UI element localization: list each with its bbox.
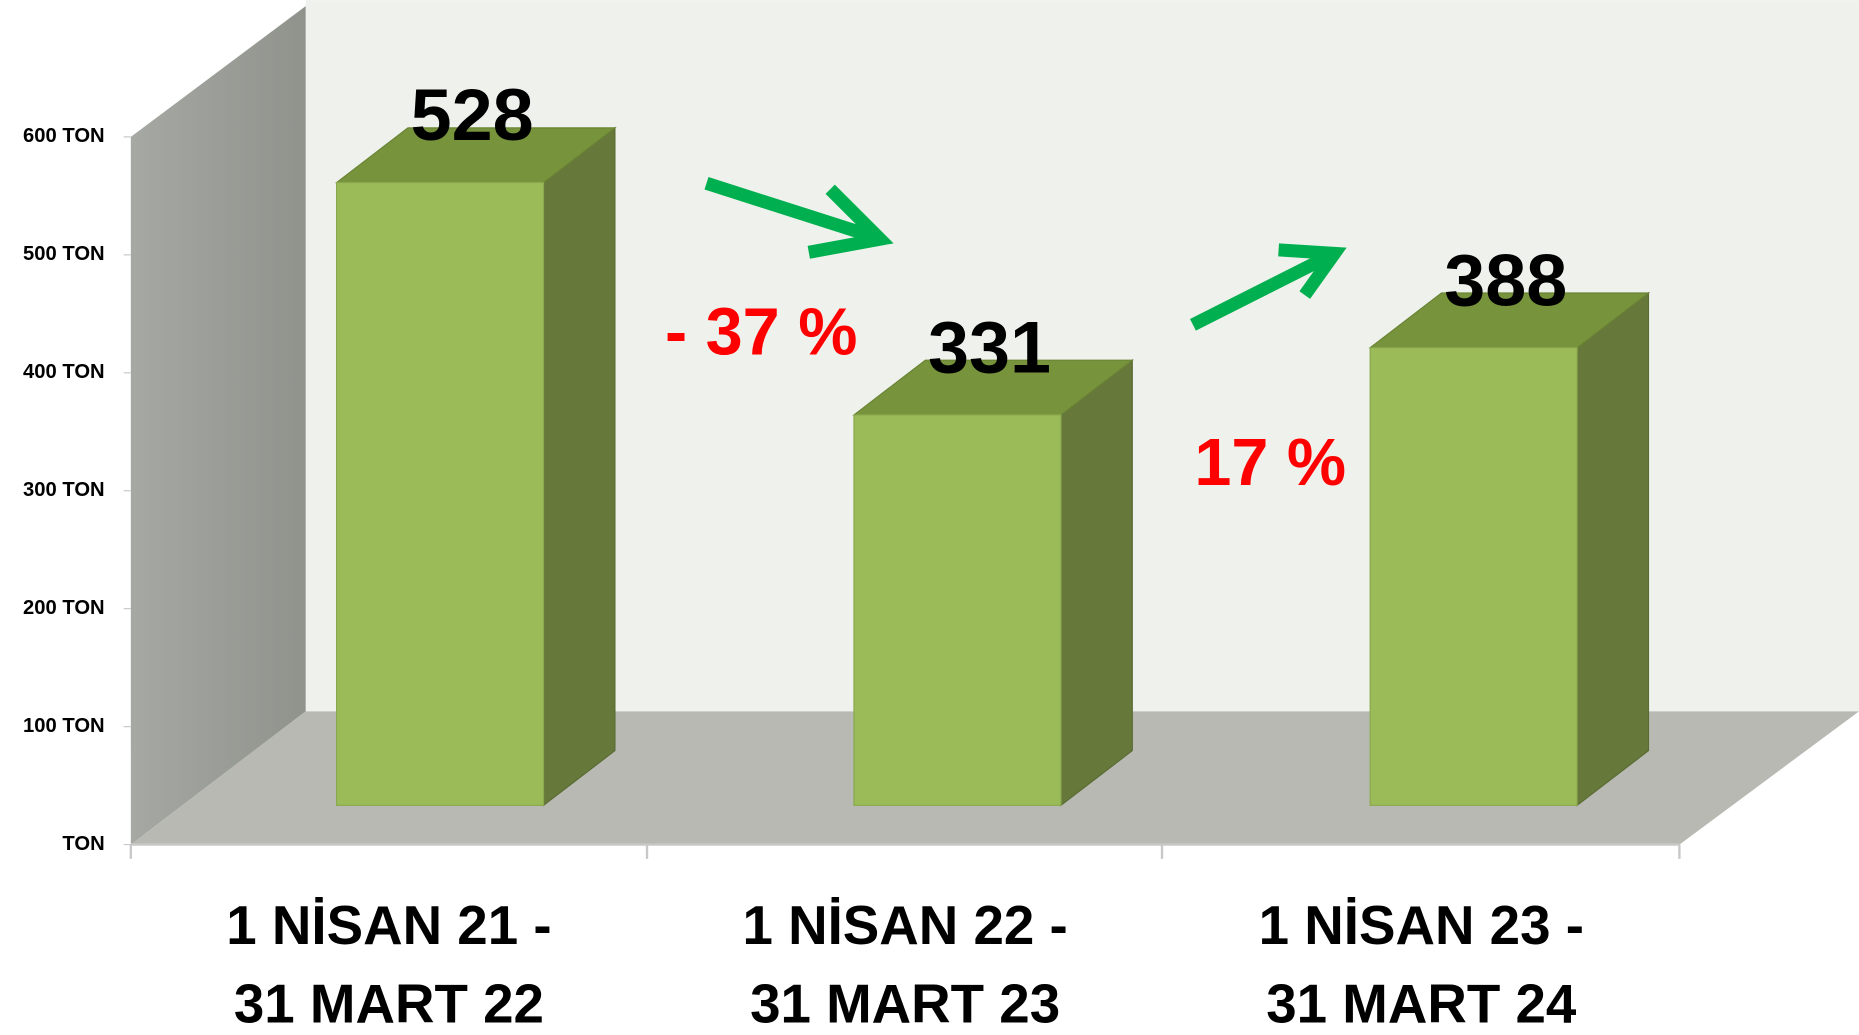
- value-label: 528: [411, 73, 534, 156]
- bar-front: [335, 181, 545, 806]
- x-tick-label: 1 NİSAN 22 -31 MART 23: [742, 895, 1067, 1035]
- bar-side: [1060, 359, 1133, 807]
- arrow: [704, 177, 894, 259]
- annotation: 17 %: [1194, 426, 1346, 500]
- y-tick-label: TON: [62, 833, 104, 855]
- bar: [334, 126, 617, 807]
- arrow: [1190, 243, 1347, 331]
- bar-side: [542, 126, 616, 807]
- bar: [1368, 291, 1651, 807]
- y-tick-label: 300 TON: [23, 479, 105, 501]
- x-tick-label: 1 NİSAN 21 -31 MART 22: [226, 895, 551, 1035]
- bar-front: [853, 414, 1062, 806]
- annotation: - 37 %: [665, 295, 857, 369]
- value-label: 388: [1444, 238, 1567, 321]
- bar: [852, 359, 1135, 807]
- x-tick-label: 1 NİSAN 23 -31 MART 24: [1259, 895, 1584, 1035]
- bar-front: [1369, 347, 1578, 806]
- y-tick-label: 400 TON: [23, 361, 105, 383]
- y-tick-label: 200 TON: [23, 597, 105, 619]
- y-tick-label: 600 TON: [23, 125, 105, 147]
- side-wall: [130, 6, 306, 845]
- value-label: 331: [928, 306, 1051, 389]
- y-tick-label: 500 TON: [23, 243, 105, 265]
- y-tick-label: 100 TON: [23, 715, 105, 737]
- bar-side: [1576, 291, 1650, 807]
